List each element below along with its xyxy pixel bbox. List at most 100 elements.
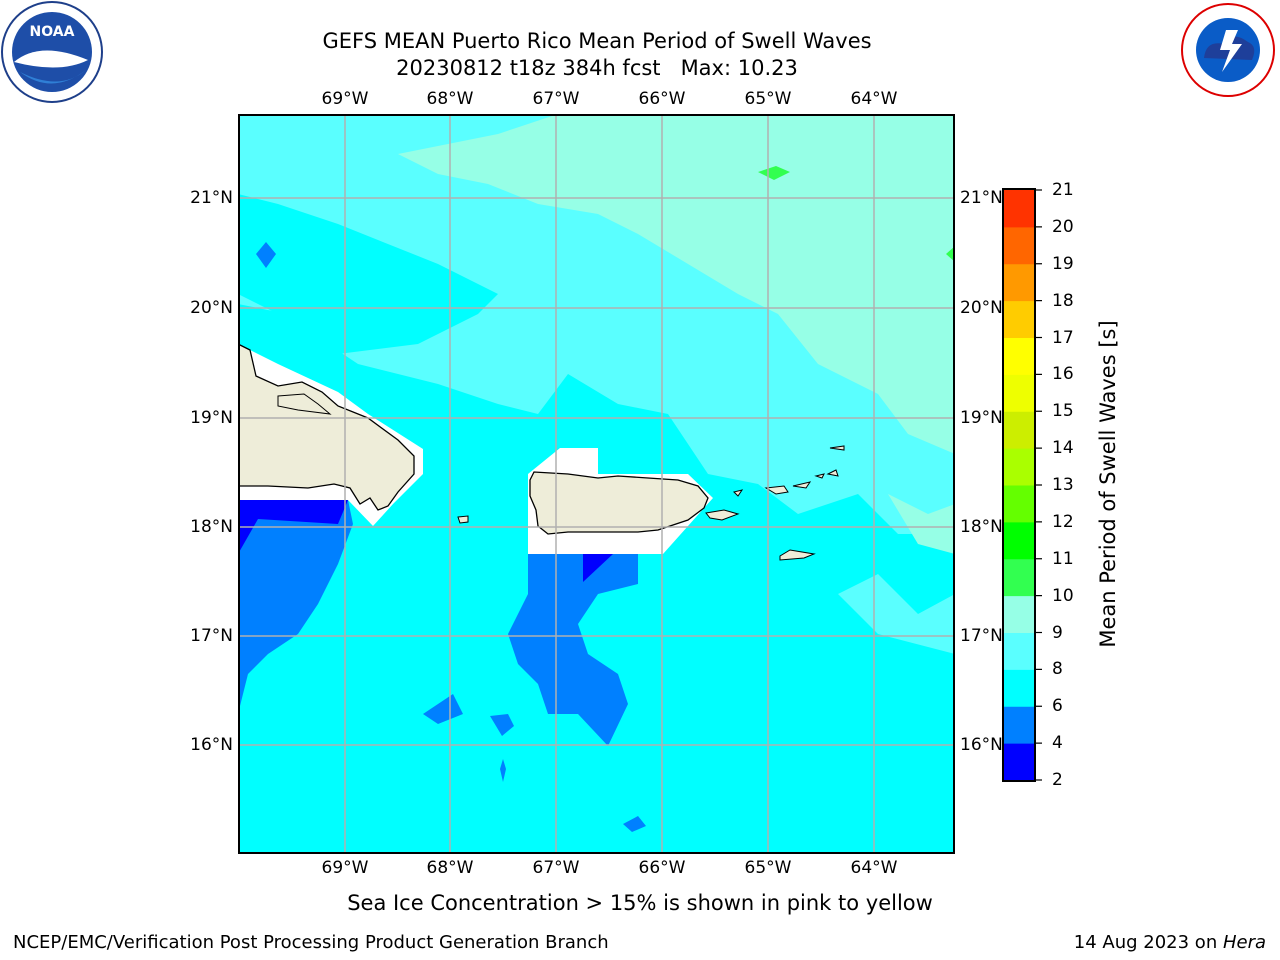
ocean-9-10-region [398, 114, 955, 454]
noaa-logo: NOAA [1, 1, 103, 103]
ocean-2-4-patch [583, 554, 613, 582]
ocean-2-4-region [238, 500, 348, 554]
colorbar [1002, 188, 1042, 782]
ocean-6-8-patch [238, 194, 498, 354]
ocean-4-6-patch [490, 714, 514, 736]
colorbar-tick-label: 11 [1052, 548, 1074, 569]
lat-tick-right: 19°N [960, 408, 1003, 428]
vieques-island [705, 509, 740, 521]
ocean-4-6-patch [500, 759, 506, 782]
colorbar-segment [1004, 300, 1034, 338]
hispaniola-bay [277, 393, 332, 415]
lat-tick-left: 21°N [190, 188, 233, 208]
colorbar-tick-label: 4 [1052, 733, 1063, 754]
colorbar-segment [1004, 521, 1034, 560]
map-frame [238, 114, 955, 854]
colorbar-segment [1004, 448, 1034, 486]
lon-tick-top: 64°W [850, 89, 898, 109]
colorbar-segment [1004, 263, 1034, 302]
colorbar-tick-label: 16 [1052, 364, 1074, 385]
lat-tick-right: 18°N [960, 517, 1003, 537]
footer-date: 14 Aug 2023 on [1073, 932, 1223, 953]
colorbar-segment [1004, 706, 1034, 744]
ocean-10-11-patch [758, 166, 790, 180]
colorbar-tick-label: 21 [1052, 180, 1074, 200]
virgin-islands [826, 469, 839, 477]
colorbar-tick-label: 18 [1052, 290, 1074, 311]
footer-machine: Hera [1222, 932, 1266, 953]
colorbar-segment [1004, 558, 1034, 597]
lon-tick-bottom: 66°W [638, 858, 686, 878]
lon-tick-bottom: 67°W [532, 858, 580, 878]
ocean-4-6-patch [256, 242, 276, 268]
colorbar-segment [1004, 595, 1034, 633]
colorbar-segment [1004, 485, 1034, 523]
colorbar-segment [1004, 226, 1034, 265]
ocean-8-9-patch [778, 574, 955, 654]
lon-tick-bottom: 69°W [321, 858, 369, 878]
lat-tick-left: 16°N [190, 735, 233, 755]
colorbar-segment [1004, 411, 1034, 449]
colorbar-tick-label: 8 [1052, 659, 1063, 680]
lat-tick-left: 19°N [190, 408, 233, 428]
culebra-island [733, 489, 744, 497]
ocean-4-6-region [508, 514, 638, 746]
lon-tick-bottom: 65°W [744, 858, 792, 878]
colorbar-tick-label: 12 [1052, 511, 1074, 532]
noaa-logo-text: NOAA [30, 24, 75, 40]
footer-left: NCEP/EMC/Verification Post Processing Pr… [13, 932, 609, 953]
hispaniola-land [238, 343, 415, 511]
lat-tick-right: 17°N [960, 626, 1003, 646]
colorbar-tickmarks [1035, 189, 1042, 781]
colorbar-tick-label: 14 [1052, 438, 1074, 459]
colorbar-segment [1004, 190, 1034, 228]
colorbar-tick-label: 19 [1052, 253, 1074, 274]
lat-tick-right: 20°N [960, 298, 1003, 318]
ocean-4-6-patch [423, 694, 463, 724]
lon-tick-top: 68°W [426, 89, 474, 109]
colorbar-segment [1004, 669, 1034, 707]
colorbar-tick-label: 17 [1052, 327, 1074, 348]
colorbar-tick-label: 20 [1052, 216, 1074, 237]
colorbar-segment [1004, 337, 1034, 375]
colorbar-segments [1004, 190, 1034, 781]
nws-logo [1181, 3, 1275, 97]
colorbar-segment [1004, 374, 1034, 412]
colorbar-segment [1004, 632, 1034, 670]
colorbar-tick-label: 15 [1052, 401, 1074, 422]
ocean-4-6-region [238, 500, 353, 714]
footer-right: 14 Aug 2023 on Hera [1074, 932, 1266, 953]
colorbar-tick-label: 2 [1052, 770, 1063, 790]
colorbar-label: Mean Period of Swell Waves [s] [1096, 320, 1120, 648]
st-croix-island [779, 549, 816, 561]
chart-subtitle: 20230812 t18z 384h fcst Max: 10.23 [396, 56, 798, 80]
ocean-10-11-patch [946, 246, 955, 262]
colorbar-segment [1004, 743, 1034, 781]
graticule [238, 114, 955, 854]
colorbar-tick-label: 13 [1052, 475, 1074, 495]
mona-island [457, 515, 469, 524]
virgin-islands [764, 485, 789, 495]
lon-tick-bottom: 68°W [426, 858, 474, 878]
lon-tick-top: 65°W [744, 89, 792, 109]
sea-ice-note: Sea Ice Concentration > 15% is shown in … [347, 891, 933, 915]
lon-tick-top: 66°W [638, 89, 686, 109]
virgin-islands [792, 481, 812, 489]
lon-tick-top: 67°W [532, 89, 580, 109]
map-panel [238, 114, 955, 854]
ocean-9-10-patch [888, 494, 955, 554]
colorbar-tick-label: 10 [1052, 585, 1074, 606]
lon-tick-bottom: 64°W [850, 858, 898, 878]
colorbar-tick-label: 6 [1052, 696, 1063, 717]
lat-tick-left: 20°N [190, 298, 233, 318]
lon-tick-top: 69°W [321, 89, 369, 109]
lat-tick-right: 21°N [960, 188, 1003, 208]
lat-tick-left: 18°N [190, 517, 233, 537]
anegada-island [829, 445, 845, 451]
ocean-4-6-patch [623, 816, 646, 832]
lat-tick-left: 17°N [190, 626, 233, 646]
lat-tick-right: 16°N [960, 735, 1003, 755]
virgin-islands [814, 473, 825, 479]
chart-title: GEFS MEAN Puerto Rico Mean Period of Swe… [322, 29, 872, 53]
colorbar-tick-label: 9 [1052, 622, 1063, 643]
